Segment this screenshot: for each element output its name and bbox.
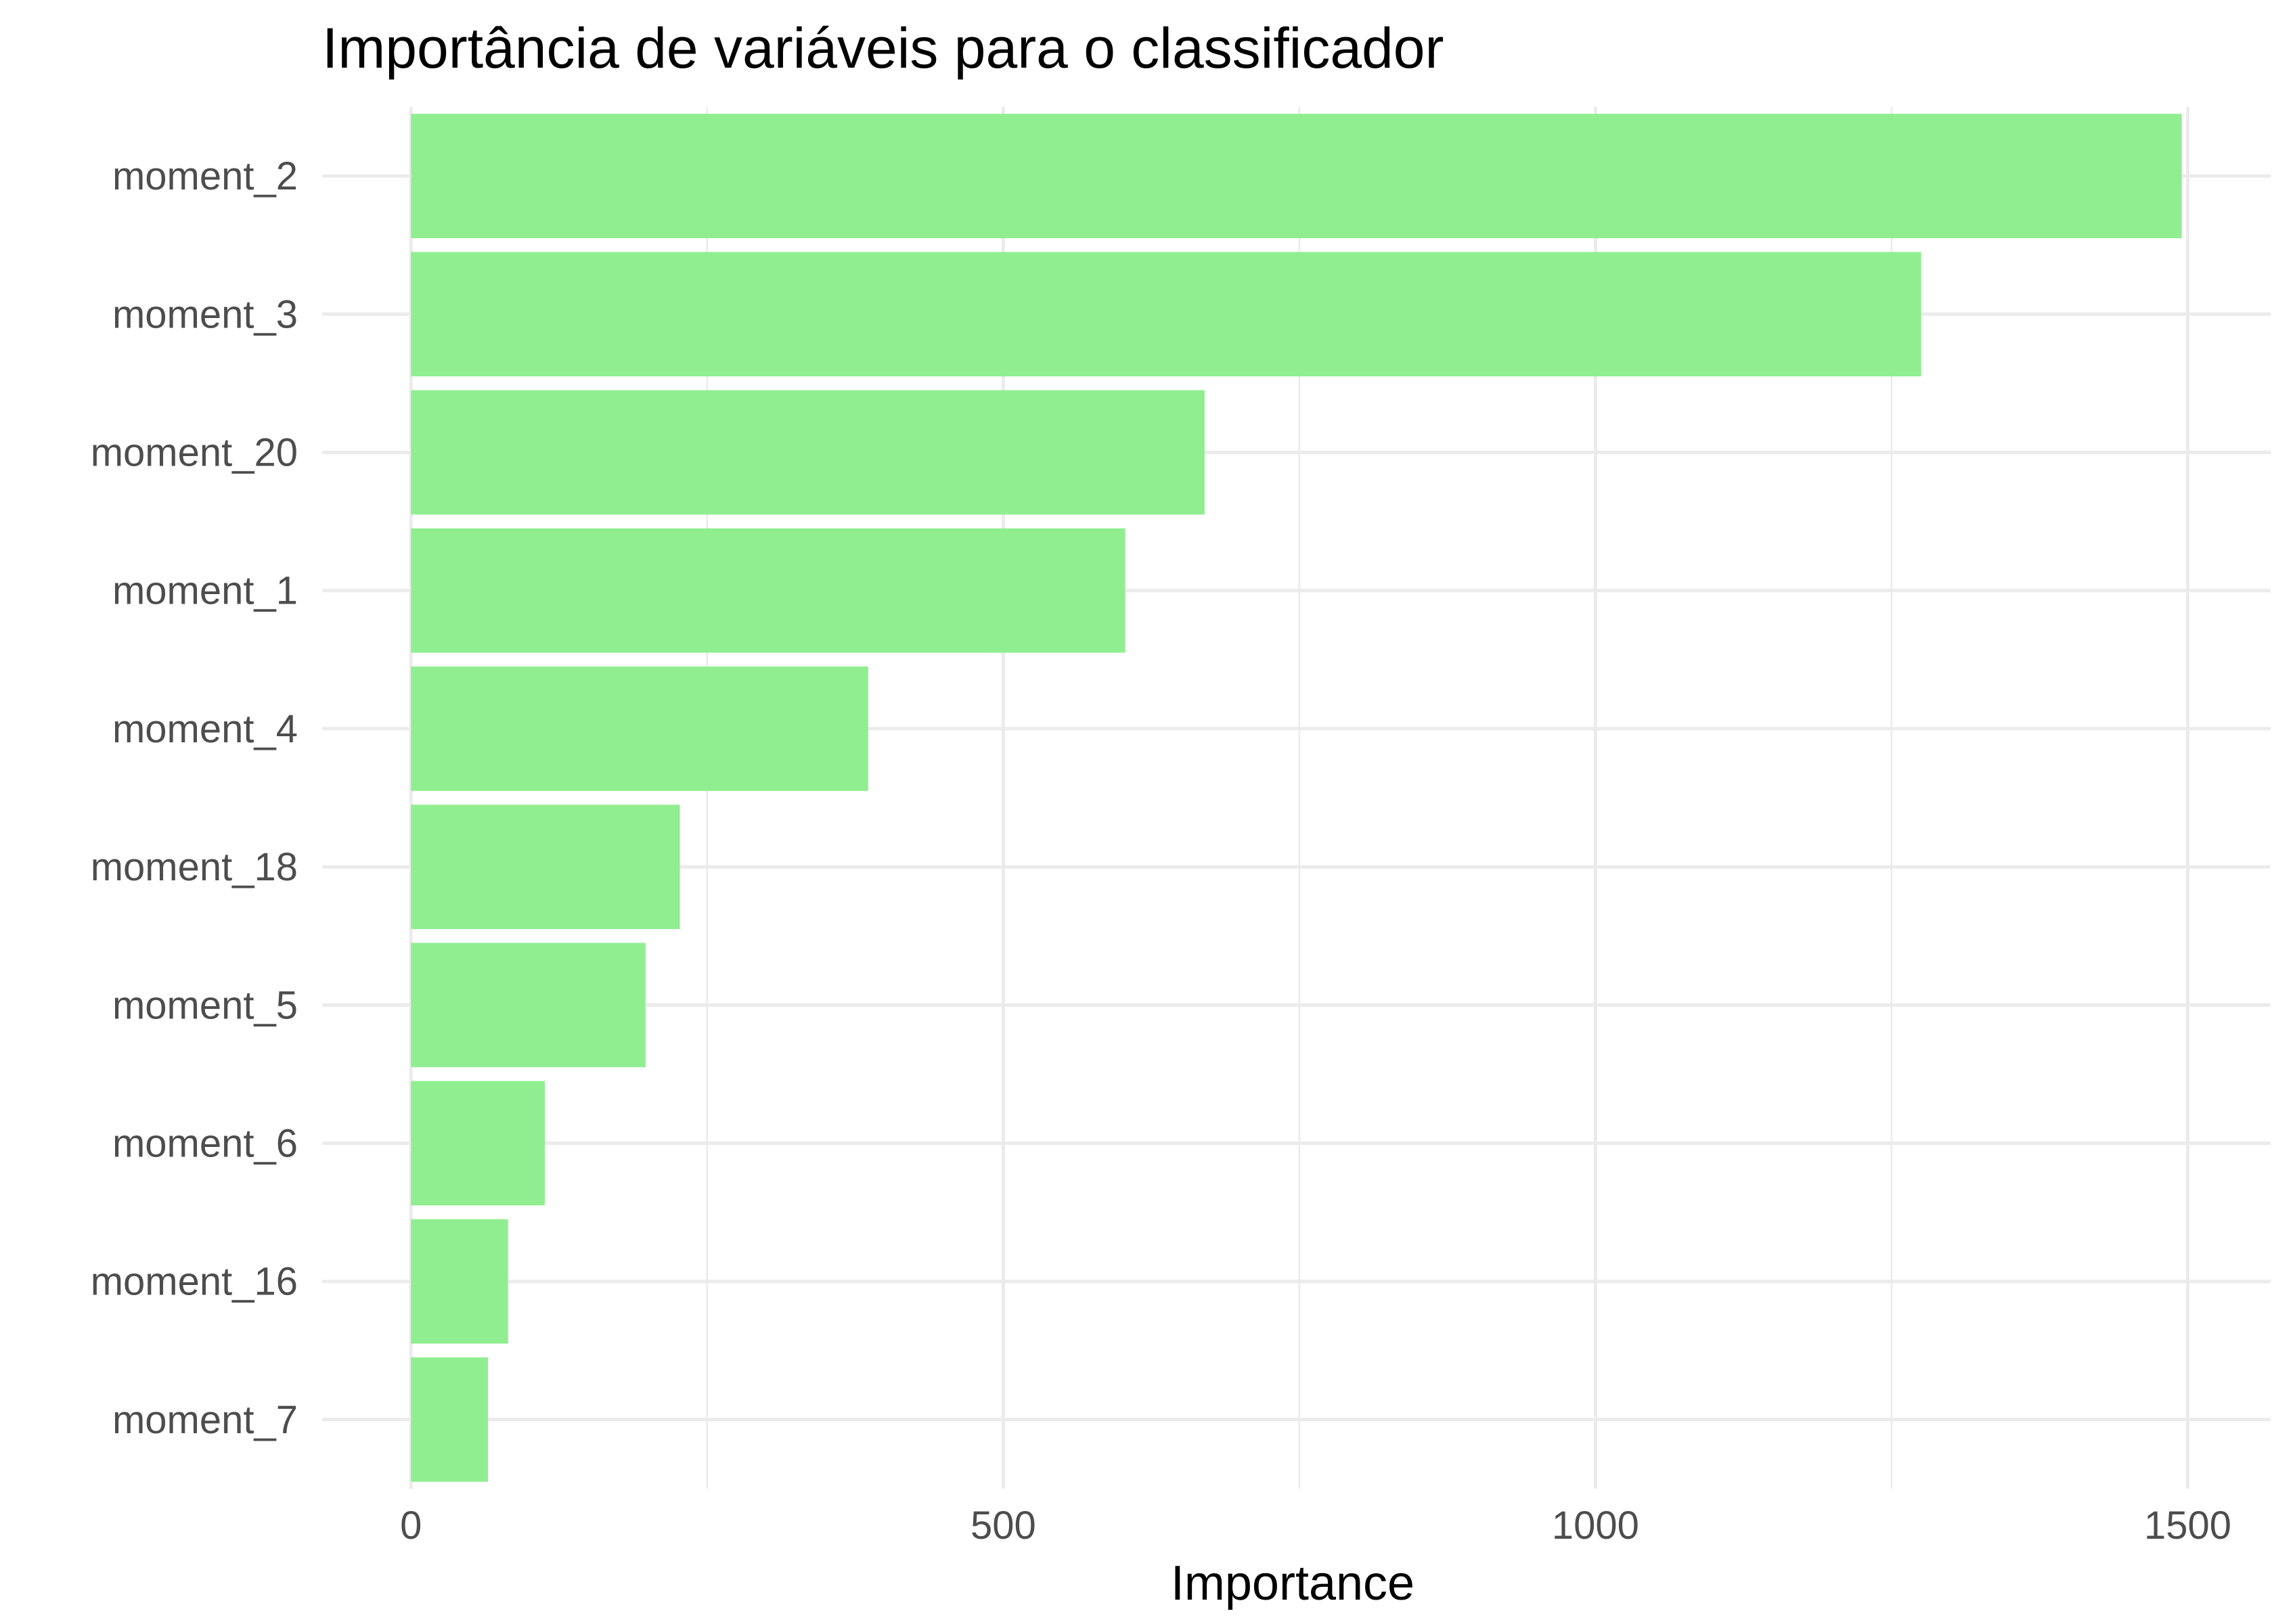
x-axis-ticks: 0 500 1000 1500 xyxy=(400,1504,2231,1548)
y-tick-label: moment_1 xyxy=(112,569,298,613)
y-tick-label: moment_20 xyxy=(91,431,298,475)
y-tick-label: moment_18 xyxy=(91,845,298,889)
y-tick-label: moment_7 xyxy=(112,1398,298,1442)
bar-moment-3 xyxy=(411,252,1921,377)
y-axis-ticks: moment_2 moment_3 moment_20 moment_1 moment_… xyxy=(91,154,298,1442)
bar-moment-2 xyxy=(411,114,2182,238)
bar-moment-5 xyxy=(411,943,646,1068)
x-tick-label: 0 xyxy=(400,1504,422,1548)
y-tick-label: moment_4 xyxy=(112,707,298,751)
bar-moment-18 xyxy=(411,805,680,929)
y-tick-label: moment_3 xyxy=(112,292,298,336)
bar-moment-20 xyxy=(411,390,1205,515)
x-tick-label: 500 xyxy=(971,1504,1036,1548)
y-tick-label: moment_16 xyxy=(91,1260,298,1304)
y-tick-label: moment_5 xyxy=(112,983,298,1027)
bar-moment-4 xyxy=(411,667,868,791)
y-tick-label: moment_2 xyxy=(112,154,298,198)
bar-moment-7 xyxy=(411,1357,489,1482)
bar-moment-16 xyxy=(411,1219,508,1344)
x-axis-label: Importance xyxy=(1171,1556,1414,1610)
bars xyxy=(411,114,2182,1482)
x-tick-label: 1000 xyxy=(1552,1504,1639,1548)
bar-moment-1 xyxy=(411,528,1125,653)
bar-moment-6 xyxy=(411,1081,545,1206)
y-tick-label: moment_6 xyxy=(112,1122,298,1166)
x-tick-label: 1500 xyxy=(2144,1504,2231,1548)
chart-title: Importância de variáveis para o classifi… xyxy=(322,16,1444,80)
